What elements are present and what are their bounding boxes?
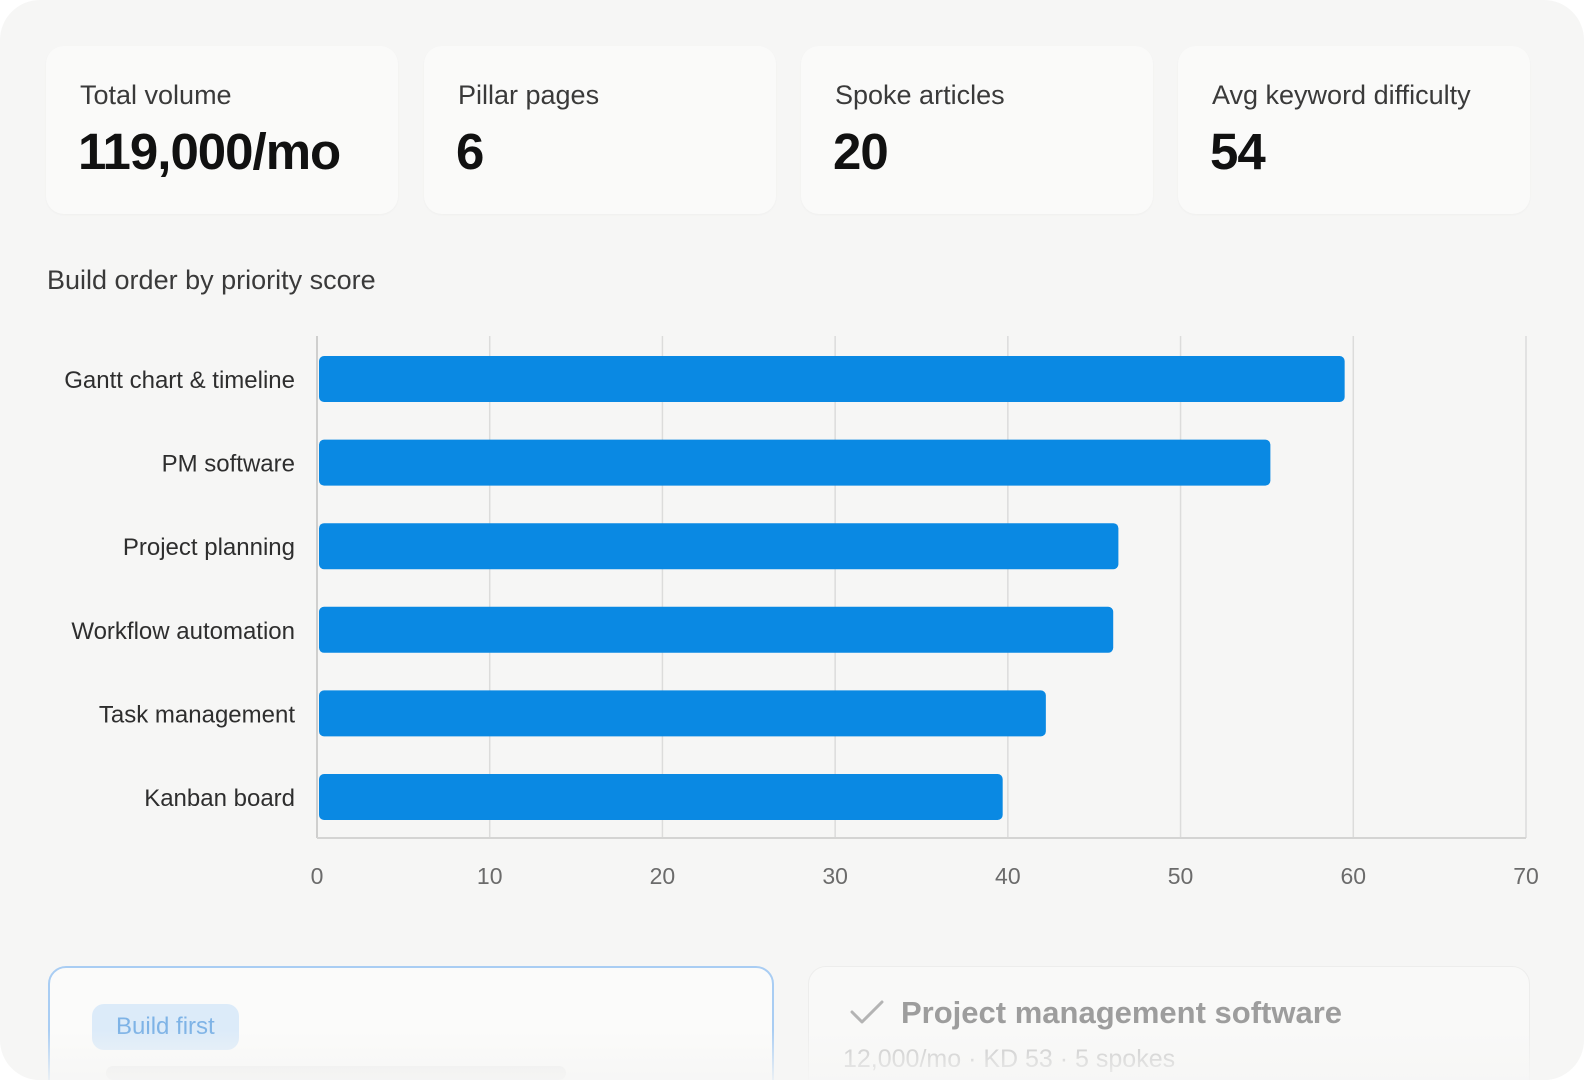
bar[interactable] xyxy=(319,606,1114,653)
stat-value: 54 xyxy=(1210,123,1266,180)
x-tick-label: 0 xyxy=(311,863,324,889)
stat-label: Avg keyword difficulty xyxy=(1212,80,1471,110)
x-tick-label: 70 xyxy=(1513,863,1539,889)
card-placeholder-line xyxy=(106,1066,566,1080)
stat-value: 6 xyxy=(456,123,484,180)
x-tick-label: 20 xyxy=(650,863,676,889)
stat-card-spoke-articles: Spoke articles 20 xyxy=(801,46,1153,214)
x-tick-label: 30 xyxy=(822,863,848,889)
category-label: Workflow automation xyxy=(71,618,295,645)
build-first-card[interactable]: Build first xyxy=(48,966,774,1080)
stat-value: 119,000/mo xyxy=(78,123,341,180)
priority-bar-chart: Gantt chart & timeline PM software Project… xyxy=(64,336,1539,889)
bar[interactable] xyxy=(319,690,1046,737)
pillar-card-meta: 12,000/mo · KD 53 · 5 spokes xyxy=(843,1045,1176,1073)
chart-bars xyxy=(319,356,1345,820)
chart-axes xyxy=(316,336,1526,839)
x-tick-label: 50 xyxy=(1168,863,1194,889)
chart-category-labels: Gantt chart & timeline PM software Project… xyxy=(64,367,295,812)
x-tick-label: 40 xyxy=(995,863,1021,889)
x-tick-label: 60 xyxy=(1340,863,1366,889)
category-label: Project planning xyxy=(123,534,295,561)
check-icon xyxy=(850,1000,884,1024)
bar[interactable] xyxy=(319,356,1345,402)
category-label: PM software xyxy=(162,451,295,478)
bar[interactable] xyxy=(319,523,1119,570)
chart-gridlines xyxy=(488,336,1527,838)
x-tick-label: 10 xyxy=(477,863,503,889)
stat-value: 20 xyxy=(833,123,889,180)
category-label: Kanban board xyxy=(144,785,295,812)
bar[interactable] xyxy=(319,439,1271,486)
stat-label: Total volume xyxy=(80,80,232,110)
category-label: Gantt chart & timeline xyxy=(64,367,295,394)
stat-card-avg-keyword-difficulty: Avg keyword difficulty 54 xyxy=(1178,46,1530,214)
stat-card-pillar-pages: Pillar pages 6 xyxy=(424,46,776,214)
bar[interactable] xyxy=(319,774,1003,820)
pillar-card[interactable]: Project management software 12,000/mo · … xyxy=(808,966,1530,1080)
stat-label: Pillar pages xyxy=(458,80,600,110)
chart-section-title: Build order by priority score xyxy=(47,265,376,295)
stat-label: Spoke articles xyxy=(835,80,1005,110)
stat-card-total-volume: Total volume 119,000/mo xyxy=(46,46,398,214)
build-first-badge: Build first xyxy=(92,1004,239,1050)
pillar-card-title: Project management software xyxy=(901,995,1343,1030)
chart-tick-labels: 0 10 20 30 40 50 60 70 xyxy=(311,863,1539,889)
category-label: Task management xyxy=(99,701,295,728)
